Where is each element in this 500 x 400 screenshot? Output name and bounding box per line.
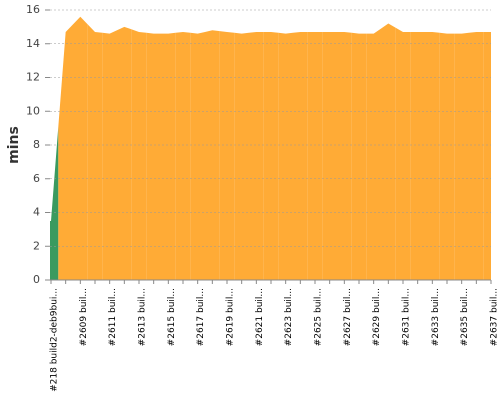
area-segment (102, 30, 117, 280)
x-tick-label: #2629 buil... (372, 288, 382, 346)
area-segment (161, 32, 176, 280)
area-segment (410, 31, 425, 280)
x-tick-label: #2633 buil... (431, 288, 441, 346)
area-segment (205, 30, 220, 280)
area-segment (395, 27, 411, 280)
x-tick-label: #2615 buil... (167, 288, 177, 346)
area-segment (146, 32, 161, 280)
y-tick-label: 12 (26, 71, 40, 84)
x-tick-label: #2609 buil... (79, 288, 89, 346)
area-segment (307, 31, 323, 280)
area-segment (131, 29, 147, 280)
area-segment (425, 31, 440, 280)
y-tick-label: 8 (33, 138, 40, 151)
y-tick-label: 16 (26, 3, 40, 16)
y-tick-label: 2 (33, 239, 40, 252)
area-segment (263, 31, 279, 280)
area-segment (469, 31, 484, 280)
area-segment (293, 31, 308, 280)
area-segment (322, 31, 337, 280)
area-segment (249, 31, 264, 280)
x-tick-label: #2619 buil... (226, 288, 236, 346)
area-segment (50, 126, 59, 280)
area-segment (381, 23, 396, 280)
y-tick-label: 14 (26, 37, 40, 50)
area-segment (73, 16, 88, 280)
x-tick-label: #2623 buil... (284, 288, 294, 346)
y-tick-label: 10 (26, 104, 40, 117)
area-segment (117, 26, 132, 280)
area-segment (454, 32, 469, 280)
area-segment (58, 24, 73, 280)
y-tick-label: 0 (33, 273, 40, 286)
x-tick-label: #2621 buil... (255, 288, 265, 346)
y-axis-label: mins (6, 126, 22, 164)
x-tick-label: #218 build2-deb9bui... (50, 288, 60, 392)
x-tick-label: #2613 buil... (138, 288, 148, 346)
area-segment (278, 32, 293, 280)
x-tick-label: #2617 buil... (196, 288, 206, 346)
area-segment (234, 32, 249, 280)
x-tick-label: #2635 buil... (460, 288, 470, 346)
y-tick-label: 4 (33, 206, 40, 219)
area-segment (439, 32, 455, 280)
x-tick-label: #2631 buil... (402, 288, 412, 346)
area-segment (351, 32, 367, 280)
y-tick-label: 6 (33, 172, 40, 185)
area-segment (337, 31, 352, 280)
area-segment (483, 31, 491, 280)
x-tick-label: #2625 buil... (314, 288, 324, 346)
x-tick-label: #2627 buil... (343, 288, 353, 346)
area-segment (175, 31, 191, 280)
area-segment (87, 24, 103, 280)
x-tick-label: #2637 buil... (490, 288, 500, 346)
area-segment (219, 31, 235, 280)
x-tick-label: #2611 buil... (108, 288, 118, 346)
area-segment (190, 31, 205, 280)
area-segment (366, 28, 381, 280)
